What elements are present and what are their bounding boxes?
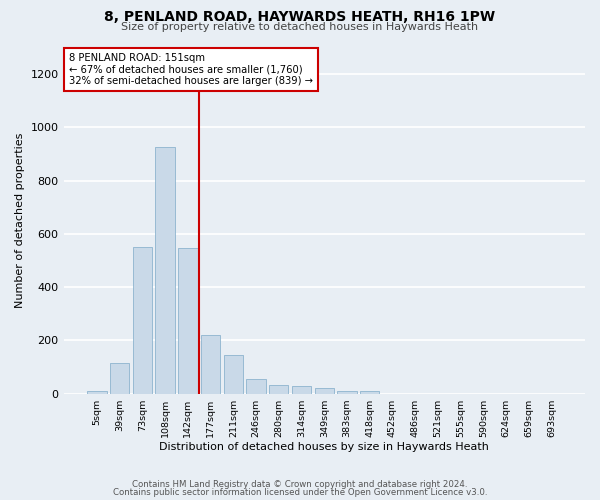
Text: Size of property relative to detached houses in Haywards Heath: Size of property relative to detached ho… — [121, 22, 479, 32]
Y-axis label: Number of detached properties: Number of detached properties — [15, 133, 25, 308]
Bar — [224, 355, 243, 394]
Bar — [360, 391, 379, 394]
Bar — [155, 148, 175, 394]
Text: 8 PENLAND ROAD: 151sqm
← 67% of detached houses are smaller (1,760)
32% of semi-: 8 PENLAND ROAD: 151sqm ← 67% of detached… — [69, 52, 313, 86]
Text: 8, PENLAND ROAD, HAYWARDS HEATH, RH16 1PW: 8, PENLAND ROAD, HAYWARDS HEATH, RH16 1P… — [104, 10, 496, 24]
Bar — [110, 363, 130, 394]
Text: Contains HM Land Registry data © Crown copyright and database right 2024.: Contains HM Land Registry data © Crown c… — [132, 480, 468, 489]
Bar — [247, 380, 266, 394]
Bar — [133, 247, 152, 394]
Bar — [178, 248, 197, 394]
Bar — [314, 388, 334, 394]
Bar — [269, 385, 289, 394]
Text: Contains public sector information licensed under the Open Government Licence v3: Contains public sector information licen… — [113, 488, 487, 497]
Bar — [87, 391, 107, 394]
Bar — [201, 335, 220, 394]
X-axis label: Distribution of detached houses by size in Haywards Heath: Distribution of detached houses by size … — [160, 442, 489, 452]
Bar — [337, 391, 356, 394]
Bar — [292, 386, 311, 394]
